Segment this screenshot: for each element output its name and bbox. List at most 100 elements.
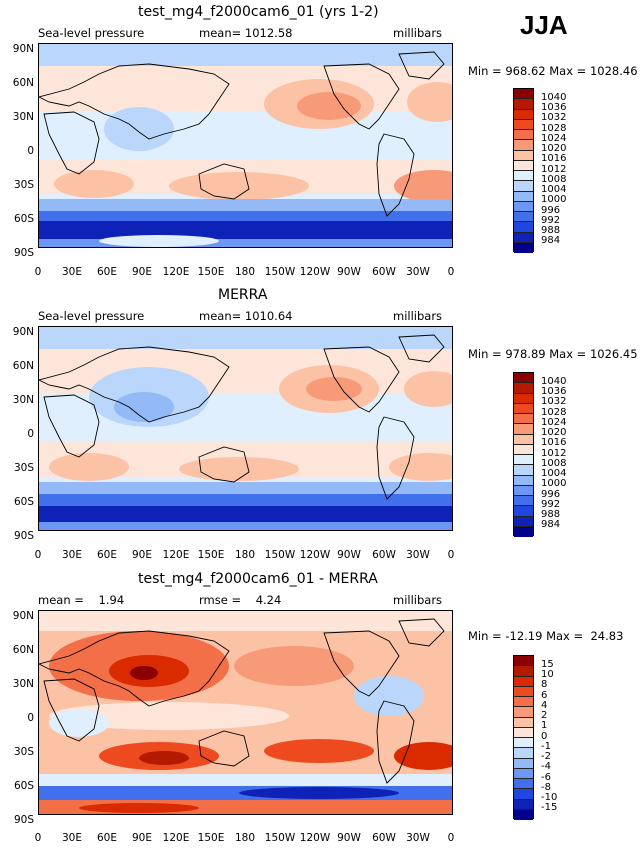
- panel2-cb-label: 996: [541, 489, 561, 500]
- season-label: JJA: [520, 10, 568, 40]
- panel1-cb-label: 1040: [541, 92, 567, 103]
- lat-label: 30N: [12, 394, 34, 406]
- lon-label: 60W: [372, 266, 396, 278]
- colorbar-swatch: [514, 373, 533, 384]
- lon-label: 60E: [97, 832, 117, 844]
- panel1-cb-label: 1000: [541, 194, 567, 205]
- lon-label: 60W: [372, 832, 396, 844]
- colorbar-swatch: [514, 424, 533, 435]
- colorbar-swatch: [514, 496, 533, 507]
- lat-label: 90S: [13, 530, 34, 542]
- panel1-right-label: millibars: [393, 26, 443, 40]
- colorbar-swatch: [514, 191, 533, 202]
- lon-label: 60E: [97, 266, 117, 278]
- lon-label: 60W: [372, 549, 396, 561]
- panel2-cb-label: 1036: [541, 386, 567, 397]
- colorbar-swatch: [514, 212, 533, 223]
- lon-label: 90E: [132, 832, 152, 844]
- lon-label: 90E: [132, 266, 152, 278]
- colorbar-swatch: [514, 727, 533, 738]
- panel2-center-label: mean= 1010.64: [199, 309, 293, 323]
- lon-label: 150W: [264, 549, 296, 561]
- colorbar-swatch: [514, 656, 533, 667]
- panel1-map: [38, 43, 453, 248]
- colorbar-swatch: [514, 506, 533, 517]
- colorbar-swatch: [514, 393, 533, 404]
- lon-label: 0: [34, 549, 42, 561]
- panel1-cb-label: 1028: [541, 123, 567, 134]
- colorbar-swatch: [514, 697, 533, 708]
- colorbar-swatch: [514, 222, 533, 233]
- colorbar-swatch: [514, 434, 533, 445]
- colorbar-swatch: [514, 89, 533, 100]
- panel3-cb-label: 1: [541, 720, 548, 731]
- colorbar-swatch: [514, 799, 533, 810]
- panel2-cb-label: 1000: [541, 478, 567, 489]
- lon-label: 90W: [337, 832, 361, 844]
- lat-label: 90N: [12, 610, 34, 622]
- colorbar-swatch: [514, 686, 533, 697]
- colorbar-swatch: [514, 232, 533, 243]
- lat-label: 60S: [13, 496, 34, 508]
- lon-label: 0: [34, 266, 42, 278]
- panel3-cb-label: -15: [541, 802, 558, 813]
- lon-label: 0: [447, 266, 455, 278]
- colorbar-swatch: [514, 768, 533, 779]
- lon-label: 0: [34, 832, 42, 844]
- colorbar-swatch: [514, 140, 533, 151]
- lon-label: 30E: [62, 549, 82, 561]
- lat-label: 60S: [13, 213, 34, 225]
- lat-label: 0: [27, 712, 34, 724]
- lat-label: 60N: [12, 360, 34, 372]
- lon-label: 30E: [62, 266, 82, 278]
- colorbar-swatch: [514, 809, 533, 820]
- panel2-cb-label: 1012: [541, 448, 567, 459]
- lon-label: 150E: [197, 549, 225, 561]
- panel3-cb-label: -6: [541, 772, 551, 783]
- lon-label: 120W: [299, 832, 331, 844]
- lat-label: 0: [27, 145, 34, 157]
- colorbar-swatch: [514, 99, 533, 110]
- panel3-map: [38, 610, 453, 815]
- panel1-cb-label: 988: [541, 225, 561, 236]
- panel1-cb-label: 1016: [541, 153, 567, 164]
- panel2-title: MERRA: [218, 287, 268, 303]
- panel3-cb-label: 15: [541, 659, 554, 670]
- lon-label: 30W: [406, 266, 430, 278]
- lat-label: 90S: [13, 814, 34, 826]
- panel3-title: test_mg4_f2000cam6_01 - MERRA: [138, 571, 378, 587]
- panel2-cb-label: 1040: [541, 376, 567, 387]
- lat-label: 30S: [13, 746, 34, 758]
- lon-label: 120W: [299, 549, 331, 561]
- panel1-cb-label: 992: [541, 215, 561, 226]
- panel1-cb-label: 1032: [541, 112, 567, 123]
- colorbar-swatch: [514, 738, 533, 749]
- colorbar-swatch: [514, 383, 533, 394]
- panel2-cb-label: 1020: [541, 427, 567, 438]
- colorbar-swatch: [514, 130, 533, 141]
- lon-label: 120W: [299, 266, 331, 278]
- lon-label: 120E: [162, 832, 190, 844]
- panel2-right-label: millibars: [393, 309, 443, 323]
- panel1-cb-label: 1036: [541, 102, 567, 113]
- panel3-minmax: Min = -12.19 Max = 24.83: [468, 629, 624, 643]
- lon-label: 30W: [406, 549, 430, 561]
- colorbar-swatch: [514, 526, 533, 537]
- lat-label: 90N: [12, 326, 34, 338]
- colorbar-swatch: [514, 414, 533, 425]
- panel1-center-label: mean= 1012.58: [199, 26, 293, 40]
- panel2-cb-label: 1008: [541, 458, 567, 469]
- panel2-cb-label: 1024: [541, 417, 567, 428]
- lat-label: 60N: [12, 644, 34, 656]
- panel3-cb-label: 2: [541, 710, 548, 721]
- panel2-minmax: Min = 978.89 Max = 1026.45: [468, 347, 638, 361]
- panel3-cb-label: -10: [541, 792, 558, 803]
- panel3-cb-label: 0: [541, 731, 548, 742]
- colorbar-swatch: [514, 485, 533, 496]
- panel3-cb-label: 6: [541, 690, 548, 701]
- lon-label: 150E: [197, 266, 225, 278]
- lon-label: 90E: [132, 549, 152, 561]
- colorbar-swatch: [514, 171, 533, 182]
- lon-label: 180: [234, 549, 256, 561]
- lon-label: 120E: [162, 549, 190, 561]
